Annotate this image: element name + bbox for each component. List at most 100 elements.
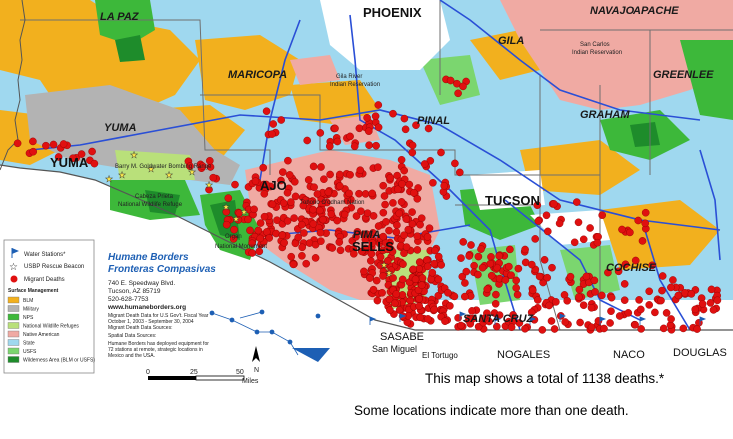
water-station-icon [11,248,19,258]
death-marker [446,76,455,85]
death-marker [614,267,623,276]
death-marker [681,289,689,297]
death-marker [49,140,58,149]
death-marker [395,209,404,218]
death-marker [598,211,607,219]
death-marker [624,309,633,317]
death-marker [706,299,715,307]
death-marker [470,261,478,270]
death-marker [667,315,675,323]
legend-swatch [7,296,20,304]
death-marker [459,238,468,246]
death-marker [345,189,353,198]
death-marker [259,163,268,172]
city-label-sasabe: SASABE [380,331,424,343]
water-station-flag-icon [459,311,467,320]
death-marker [534,217,543,225]
north-label: N [254,367,259,374]
org-address-2: Tucson, AZ 85719 [108,288,161,295]
death-marker [413,232,422,240]
death-marker [437,148,445,157]
death-marker [709,306,718,314]
death-marker [333,137,342,146]
death-marker [528,260,536,269]
legend-swatch [7,305,20,312]
feature-label-wildlife-refuge: National Wildlife Refuge [118,202,183,208]
death-marker [357,207,365,215]
legend-surface-label: Native American [23,332,60,338]
water-station-flag-icon [699,316,707,325]
death-marker [279,199,288,207]
death-marker [570,238,579,247]
death-marker [385,295,394,304]
feature-label-gila-river: Gila River [336,74,362,80]
death-marker [365,274,374,282]
death-marker [387,266,396,275]
death-marker [422,256,431,264]
migrant-deaths-layer [13,75,722,334]
death-marker [455,168,464,177]
death-marker [260,212,269,221]
death-marker [373,296,382,305]
city-label-nogales: NOGALES [497,349,550,361]
death-marker [514,264,523,273]
death-marker [651,308,659,317]
death-marker [374,163,382,171]
death-marker [505,262,513,271]
death-marker [479,314,488,323]
death-marker [246,226,254,235]
death-marker [424,124,433,133]
legend-surface-label: Wilderness Area (BLM or USFS) [23,358,95,364]
death-marker [366,256,375,265]
scale-unit: Miles [242,378,259,385]
county-label-yuma: YUMA [104,122,136,134]
death-marker [325,142,334,151]
death-marker [304,176,313,184]
legend-swatch [7,339,20,346]
death-marker [90,159,99,168]
north-arrow-icon: N [252,346,260,374]
death-marker [374,101,383,109]
death-marker [313,190,322,198]
death-marker [634,216,643,225]
constellation-decoration [209,309,330,362]
org-note-6: 72 stations at remote, strategic locatio… [108,347,203,353]
legend-surface-label: USFS [23,349,37,355]
death-marker [402,215,411,223]
beacon-star-icon: ☆ [9,262,18,273]
death-marker [483,285,492,294]
death-marker [77,150,86,158]
death-marker [491,299,500,308]
death-marker [414,184,422,192]
death-marker [547,317,556,325]
death-marker [417,281,426,290]
death-marker [386,173,395,182]
org-name-1: Humane Borders [108,252,189,263]
county-label-santa-cruz: SANTA CRUZ [463,313,535,325]
death-marker [620,296,629,305]
death-marker [598,291,606,300]
death-marker [278,168,287,176]
death-marker [535,272,544,281]
death-marker [209,173,217,182]
death-marker [465,314,474,323]
death-marker [587,323,596,332]
death-dot-icon [10,275,18,283]
death-marker [413,194,422,203]
death-marker [540,255,549,264]
death-marker [431,246,439,255]
death-marker [355,124,364,133]
death-marker [400,166,409,175]
death-marker [222,207,231,216]
org-note-2: October 1, 2003 - September 30, 2004 [108,319,194,325]
death-marker [349,249,358,258]
death-marker [398,180,406,188]
death-marker [408,208,416,216]
death-marker [389,274,397,282]
death-marker [428,268,437,277]
water-station-flag-icon [529,316,537,325]
death-marker [534,296,542,304]
death-marker [674,291,683,300]
death-marker [593,238,602,247]
death-marker [283,188,292,197]
